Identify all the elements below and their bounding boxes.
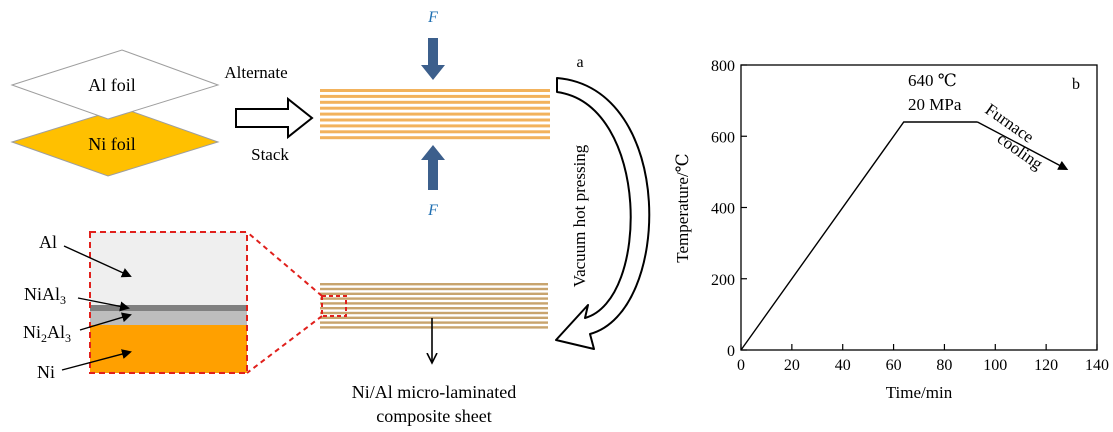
- pressed-stripe: [320, 321, 548, 324]
- pressed-stripe: [320, 283, 548, 286]
- stack-stripe: [320, 136, 550, 140]
- x-tick-label: 80: [936, 357, 952, 374]
- inset-al-layer: [90, 232, 247, 305]
- temperature-profile-line: [740, 121, 978, 351]
- x-axis-ticks: 0 20 40 60 80 100 120 140: [737, 344, 1109, 374]
- stack-label: Stack: [251, 145, 289, 164]
- pressed-stripe: [320, 297, 548, 300]
- y-tick-label: 200: [711, 272, 735, 289]
- inset-nial3-layer: [90, 305, 247, 311]
- panel-label-a: a: [576, 54, 583, 71]
- pressed-stripe: [320, 326, 548, 329]
- pressed-stripe: [320, 316, 548, 319]
- stack-stripe: [320, 124, 550, 128]
- process-arrow-icon: [555, 77, 651, 350]
- cross-section-inset: [89, 231, 248, 374]
- alternate-label: Alternate: [224, 63, 287, 82]
- stack-stripe: [320, 94, 550, 98]
- x-axis-label: Time/min: [886, 383, 953, 402]
- series-layer: [740, 121, 1069, 351]
- x-tick-label: 60: [886, 357, 902, 374]
- al-foil-sheet: [10, 49, 220, 120]
- stack-arrow-icon: [235, 96, 314, 140]
- inset-label-ni: Ni: [37, 362, 55, 382]
- inset-frame: [89, 231, 248, 374]
- schematic-panel: Ni foil Al foil Alternate Stack F F a Va…: [10, 9, 651, 426]
- y-tick-label: 800: [711, 58, 735, 75]
- pressed-stripe: [320, 292, 548, 295]
- nial3-pointer-arrow: [77, 297, 130, 312]
- force-label-top: F: [427, 9, 438, 26]
- panel-label-b: b: [1072, 76, 1080, 93]
- inset-label-al: Al: [39, 232, 57, 252]
- stack-stripe: [320, 89, 550, 92]
- pressed-stripe: [320, 311, 548, 315]
- x-tick-label: 20: [784, 357, 800, 374]
- down-arrow-icon: [421, 38, 445, 80]
- force-label-bottom: F: [427, 202, 438, 219]
- up-arrow-icon: [421, 145, 445, 190]
- chart-panel: 0 20 40 60 80 100 120 140 0 200 400 600 800 Time/mi…: [673, 58, 1109, 402]
- stacked-foils: [320, 88, 550, 140]
- x-tick-label: 140: [1085, 357, 1109, 374]
- annotation-temperature: 640 ℃: [908, 71, 957, 90]
- x-tick-label: 120: [1034, 357, 1058, 374]
- laminated-sheet: [320, 282, 548, 330]
- annotation-pressure: 20 MPa: [908, 95, 962, 114]
- pressed-stripe: [320, 302, 548, 305]
- al-foil-label: Al foil: [88, 75, 136, 95]
- inset-label-ni2al3: Ni2Al3: [23, 322, 71, 345]
- inset-label-nial3: NiAl3: [24, 284, 66, 307]
- stack-stripe: [320, 100, 550, 104]
- stack-stripe: [320, 112, 550, 116]
- inset-ni2al3-layer: [90, 311, 247, 325]
- cooling-arrow: [977, 121, 1069, 170]
- y-axis-label: Temperature/℃: [673, 153, 692, 262]
- x-tick-label: 40: [835, 357, 851, 374]
- y-tick-label: 600: [711, 129, 735, 146]
- zoom-region-box: [321, 295, 347, 317]
- ni2al3-pointer-arrow: [79, 312, 132, 331]
- ni-foil-label: Ni foil: [88, 134, 136, 154]
- pressed-stripe: [320, 307, 548, 310]
- x-tick-label: 100: [983, 357, 1007, 374]
- ni-pointer-arrow: [61, 349, 132, 371]
- y-axis-ticks: 0 200 400 600 800: [711, 58, 747, 360]
- al-pointer-arrow: [63, 245, 132, 278]
- y-tick-label: 0: [727, 343, 735, 360]
- x-tick-label: 0: [737, 357, 745, 374]
- pressed-stripe: [320, 287, 548, 291]
- product-label-line1: Ni/Al micro-laminated: [352, 382, 516, 402]
- zoom-line-bottom: [246, 315, 323, 374]
- ni-foil-sheet: [10, 107, 220, 177]
- inset-ni-layer: [90, 325, 247, 373]
- product-label-line2: composite sheet: [376, 406, 491, 426]
- zoom-line-top: [246, 231, 323, 297]
- y-tick-label: 400: [711, 201, 735, 218]
- stack-stripe: [320, 118, 550, 122]
- process-label: Vacuum hot pressing: [570, 144, 589, 287]
- stack-stripe: [320, 130, 550, 134]
- stack-stripe: [320, 106, 550, 110]
